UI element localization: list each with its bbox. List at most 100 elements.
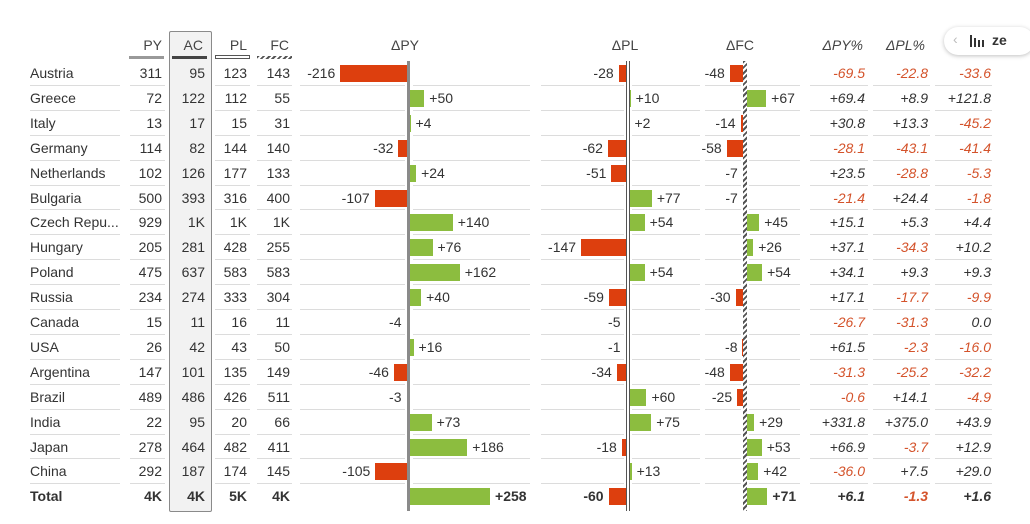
row-label[interactable]: Japan — [30, 438, 69, 455]
row-label[interactable]: Hungary — [30, 239, 83, 256]
row-separator — [935, 433, 992, 435]
dpl-bar — [581, 239, 628, 257]
row-separator — [300, 458, 405, 460]
row-label[interactable]: Czech Repu... — [30, 214, 119, 231]
row-separator — [130, 408, 165, 410]
dfc-pct-value: -9.9 — [966, 289, 991, 306]
row-separator — [873, 159, 930, 161]
fc-marker — [257, 56, 292, 59]
row-separator — [810, 358, 868, 360]
py-value: 26 — [146, 338, 162, 355]
dpl-pct-value: +375.0 — [884, 413, 928, 430]
ac-value: 82 — [189, 139, 205, 156]
row-label[interactable]: USA — [30, 338, 59, 355]
py-value: 13 — [146, 114, 162, 131]
row-separator — [300, 333, 405, 335]
row-separator — [541, 159, 624, 161]
dpl-bar — [608, 488, 628, 506]
row-separator — [30, 184, 120, 186]
row-label[interactable]: Austria — [30, 65, 74, 81]
row-separator — [130, 383, 165, 385]
ac-value: 281 — [181, 239, 205, 256]
row-separator — [257, 358, 292, 360]
header-pl[interactable]: PL — [229, 37, 247, 53]
row-label[interactable]: Bulgaria — [30, 189, 82, 206]
dpy-label: -107 — [341, 189, 370, 206]
row-separator — [300, 433, 405, 435]
row-separator — [257, 383, 292, 385]
header-delta-py-pct[interactable]: ΔPY% — [822, 37, 863, 53]
row-separator — [257, 483, 292, 485]
header-ac[interactable]: AC — [183, 37, 203, 53]
row-label[interactable]: Brazil — [30, 388, 66, 405]
row-label[interactable]: Poland — [30, 264, 74, 281]
py-value: 147 — [138, 363, 162, 380]
dpy-label: +24 — [421, 164, 445, 181]
row-separator — [257, 209, 292, 211]
row-label[interactable]: Argentina — [30, 363, 90, 380]
row-label[interactable]: Greece — [30, 89, 76, 106]
row-separator — [873, 309, 930, 310]
row-separator — [300, 184, 405, 186]
row-label[interactable]: Netherlands — [30, 164, 106, 181]
chevron-left-icon[interactable]: ‹ — [953, 31, 958, 47]
dpy-bar — [398, 139, 409, 157]
row-separator — [257, 309, 292, 310]
row-separator — [215, 383, 250, 385]
row-separator — [632, 184, 700, 186]
row-separator — [215, 458, 250, 460]
dpl-label: -28 — [593, 65, 614, 81]
row-separator — [130, 433, 165, 435]
row-label[interactable]: Russia — [30, 289, 73, 306]
header-delta-fc[interactable]: ΔFC — [725, 37, 754, 53]
row-separator — [873, 458, 930, 460]
dpy-pct-value: -21.4 — [833, 189, 865, 206]
row-separator — [257, 84, 292, 86]
header-delta-py[interactable]: ΔPY — [390, 37, 420, 53]
row-separator — [215, 309, 250, 310]
dpl-bar — [621, 438, 628, 456]
row-separator — [413, 358, 530, 360]
row-separator — [30, 134, 120, 136]
row-separator — [810, 383, 868, 385]
row-separator — [632, 259, 700, 261]
row-separator — [130, 159, 165, 161]
row-separator — [632, 109, 700, 111]
py-value: 102 — [138, 164, 162, 181]
row-label[interactable]: China — [30, 463, 67, 480]
py-value: 292 — [138, 463, 162, 480]
row-separator — [413, 134, 530, 136]
row-separator — [705, 184, 741, 186]
dfc-label: -7 — [725, 164, 738, 181]
dpl-pct-value: +14.1 — [892, 388, 928, 405]
header-delta-pl-pct[interactable]: ΔPL% — [886, 37, 925, 53]
row-separator — [541, 134, 624, 136]
py-marker — [129, 56, 164, 59]
fc-value: 411 — [267, 438, 290, 455]
row-separator — [810, 458, 868, 460]
header-fc[interactable]: FC — [270, 37, 289, 53]
row-label[interactable]: Germany — [30, 139, 88, 156]
dpl-bar — [627, 189, 652, 207]
row-separator — [873, 209, 930, 211]
dpl-pct-value: +7.5 — [900, 463, 928, 480]
row-separator — [749, 483, 800, 485]
row-label[interactable]: India — [30, 413, 61, 430]
row-separator — [810, 483, 868, 485]
header-delta-pl[interactable]: ΔPL — [611, 37, 639, 53]
fc-value: 145 — [266, 463, 290, 480]
row-separator — [873, 433, 930, 435]
pl-value: 177 — [223, 164, 247, 181]
dpl-bar — [607, 139, 628, 157]
row-separator — [749, 433, 800, 435]
row-label[interactable]: Canada — [30, 314, 80, 330]
row-separator — [215, 433, 250, 435]
header-py[interactable]: PY — [143, 37, 162, 53]
row-label[interactable]: Total — [30, 488, 63, 505]
row-separator — [935, 383, 992, 385]
row-label[interactable]: Italy — [30, 114, 56, 131]
zebra-menu-button[interactable]: ‹ ze — [944, 27, 1030, 55]
dpy-pct-value: +69.4 — [829, 89, 865, 106]
pl-value: 15 — [231, 114, 247, 131]
ac-value: 95 — [189, 413, 205, 430]
